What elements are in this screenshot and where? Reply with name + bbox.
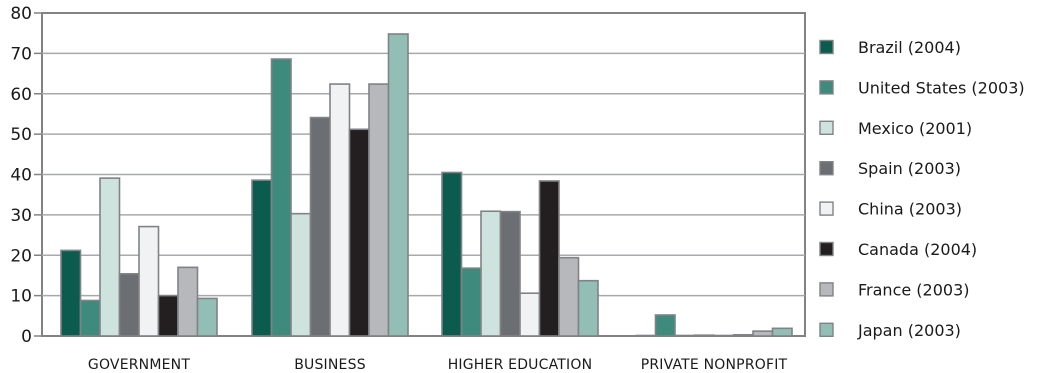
x-category-label: PRIVATE NONPROFIT [641,357,788,373]
bar [654,314,676,337]
bar [60,249,82,337]
y-tick-label: 60 [10,85,32,105]
bar [290,212,312,337]
legend-swatch [819,160,834,176]
legend-swatch [819,39,834,55]
x-category-label: BUSINESS [294,357,366,373]
legend-swatch [819,241,834,257]
bar [499,210,521,337]
y-tick-label: 80 [10,4,32,24]
legend-swatch [819,322,834,337]
bar [99,177,121,337]
bar [251,179,273,337]
bar [368,83,390,337]
bar [635,334,657,337]
bar [387,33,409,337]
legend-label: Japan (2003) [857,321,961,340]
legend-label: Spain (2003) [858,159,961,178]
bar [348,128,370,337]
y-tick-label: 10 [10,287,32,307]
bar [118,273,140,337]
bar [519,292,541,337]
bar [577,279,599,337]
legend-label: United States (2003) [858,78,1025,97]
bar [177,266,199,337]
legend-label: China (2003) [858,200,962,219]
bar [270,58,292,337]
y-tick-label: 0 [21,327,32,347]
bar [771,327,793,337]
bar [713,334,735,337]
y-tick-label: 40 [10,166,32,186]
bar [732,333,754,337]
legend-label: Brazil (2004) [858,38,961,57]
y-tick-label: 30 [10,206,32,226]
bar [79,299,101,337]
bar [693,334,715,337]
y-tick-label: 70 [10,44,32,64]
bar [538,180,560,337]
bar [460,267,482,337]
x-category-label: HIGHER EDUCATION [448,357,593,373]
legend-swatch [819,80,834,95]
bar [752,330,774,337]
x-category-label: GOVERNMENT [88,357,190,373]
bar [674,334,696,337]
legend-swatch [819,201,834,216]
y-tick-label: 50 [10,125,32,145]
legend-label: Canada (2004) [858,240,977,259]
legend-swatch [819,120,834,136]
bar [138,225,160,337]
legend-label: Mexico (2001) [858,119,972,138]
bar [157,294,179,337]
legend-label: France (2003) [858,280,970,299]
bar [309,116,331,337]
bar [558,256,580,337]
legend-swatch [819,282,834,297]
y-tick-label: 20 [10,246,32,266]
bar [441,171,463,337]
bar [480,210,502,337]
bar [329,83,351,337]
bar [196,297,218,337]
